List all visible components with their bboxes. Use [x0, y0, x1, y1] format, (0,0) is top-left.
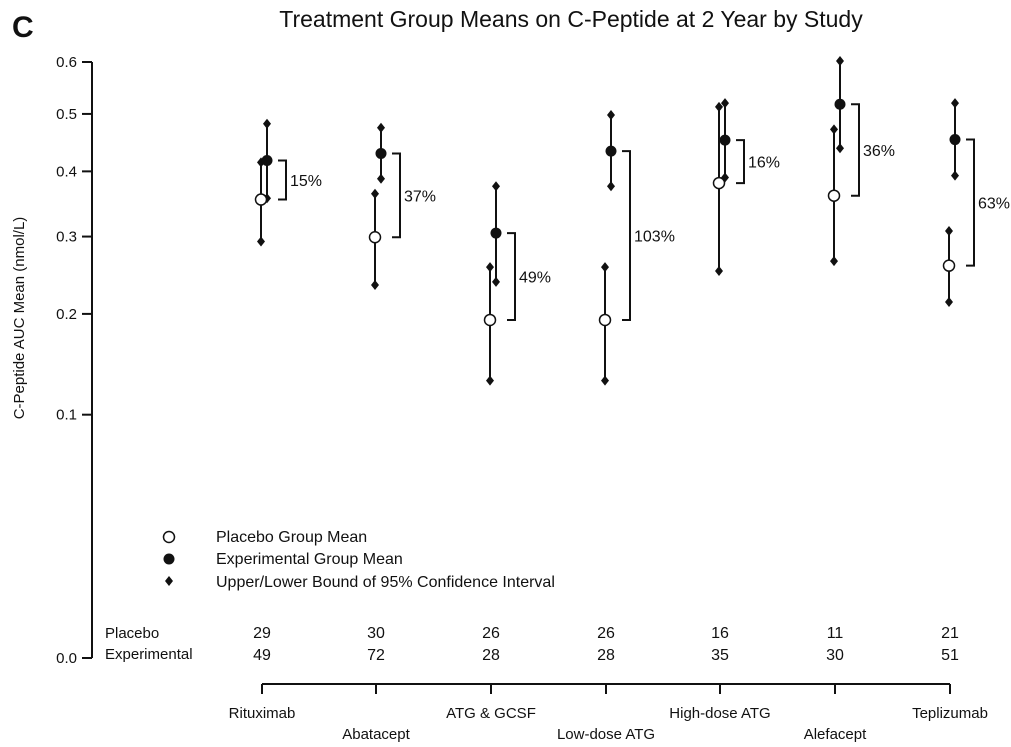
placebo-mean-point — [368, 231, 382, 244]
placebo-ci-upper-marker — [371, 188, 379, 199]
experimental-count: 49 — [253, 647, 271, 664]
percent-difference-label: 103% — [634, 229, 675, 246]
y-tick-label: 0.3 — [56, 229, 77, 246]
placebo-ci-lower-marker — [257, 236, 265, 247]
placebo-ci-upper-marker — [601, 262, 609, 273]
difference-bracket — [622, 150, 631, 321]
experimental-ci-upper-marker — [492, 181, 500, 192]
placebo-mean-point — [483, 313, 497, 327]
y-tick-label: 0.0 — [56, 650, 77, 667]
difference-bracket — [392, 152, 401, 239]
plot-area: 15% 37% 49% 103% 16% 36% 63% — [254, 56, 1010, 386]
x-tick-label: Alefacept — [804, 726, 867, 743]
y-axis: 0.0 0.1 0.2 0.3 0.4 0.5 0.6 — [56, 54, 93, 667]
placebo-ci-lower-marker — [715, 265, 723, 276]
placebo-ci-upper-marker — [715, 101, 723, 112]
percent-difference-label: 16% — [748, 155, 780, 172]
y-tick-label: 0.4 — [56, 163, 77, 180]
legend-placebo-marker — [162, 530, 176, 544]
experimental-mean-point — [490, 227, 502, 239]
experimental-count: 51 — [941, 647, 959, 664]
placebo-count: 30 — [367, 625, 385, 642]
placebo-ci-upper-marker — [830, 124, 838, 135]
x-tick-label: ATG & GCSF — [446, 705, 536, 722]
difference-bracket — [851, 103, 860, 197]
experimental-ci-upper-marker — [607, 110, 615, 121]
percent-difference-label: 36% — [863, 143, 895, 160]
legend-ci-marker — [165, 576, 173, 586]
y-tick-label: 0.1 — [56, 407, 77, 424]
percent-difference-label: 49% — [519, 270, 551, 287]
difference-bracket — [507, 232, 516, 321]
y-axis-label: C-Peptide AUC Mean (nmol/L) — [11, 217, 28, 420]
experimental-mean-point — [605, 145, 617, 157]
percent-difference-label: 15% — [290, 173, 322, 190]
placebo-ci-lower-marker — [601, 375, 609, 386]
placebo-mean-point — [712, 176, 726, 190]
experimental-ci-lower-marker — [836, 143, 844, 154]
panel-label: C — [12, 11, 34, 44]
difference-bracket — [966, 138, 975, 267]
x-tick-label: Abatacept — [342, 726, 410, 743]
placebo-count: 21 — [941, 625, 959, 642]
x-tick-label: Rituximab — [229, 705, 296, 722]
x-tick-label: Low-dose ATG — [557, 726, 655, 743]
experimental-ci-lower-marker — [607, 181, 615, 192]
percent-difference-label: 63% — [978, 196, 1010, 213]
experimental-mean-point — [261, 155, 273, 167]
difference-bracket — [278, 159, 287, 201]
legend-placebo-label: Placebo Group Mean — [216, 529, 367, 546]
placebo-mean-point — [254, 193, 268, 206]
experimental-ci-upper-marker — [836, 56, 844, 67]
experimental-ci-upper-marker — [377, 122, 385, 133]
experimental-count: 28 — [482, 647, 500, 664]
placebo-count: 26 — [482, 625, 500, 642]
experimental-count: 72 — [367, 647, 385, 664]
experimental-ci-upper-marker — [263, 118, 271, 129]
experimental-mean-point — [375, 147, 387, 159]
placebo-ci-lower-marker — [945, 297, 953, 308]
placebo-ci-upper-marker — [486, 262, 494, 273]
y-tick-label: 0.6 — [56, 54, 77, 71]
placebo-ci-lower-marker — [486, 375, 494, 386]
chart-title: Treatment Group Means on C-Peptide at 2 … — [279, 6, 863, 32]
experimental-ci-lower-marker — [951, 170, 959, 181]
experimental-mean-point — [719, 134, 731, 146]
experimental-ci-lower-marker — [377, 173, 385, 184]
experimental-ci-lower-marker — [492, 276, 500, 287]
experimental-count: 28 — [597, 647, 615, 664]
difference-bracket — [736, 139, 745, 185]
counts-placebo-label: Placebo — [105, 625, 159, 642]
placebo-count: 29 — [253, 625, 271, 642]
experimental-mean-point — [949, 134, 961, 146]
legend-ci-label: Upper/Lower Bound of 95% Confidence Inte… — [216, 574, 555, 591]
experimental-count: 35 — [711, 647, 729, 664]
x-tick-label: Teplizumab — [912, 705, 988, 722]
x-tick-label: High-dose ATG — [669, 705, 770, 722]
counts-experimental-label: Experimental — [105, 646, 193, 663]
y-tick-label: 0.5 — [56, 106, 77, 123]
placebo-mean-point — [827, 189, 841, 202]
experimental-ci-upper-marker — [951, 98, 959, 109]
legend-experimental-label: Experimental Group Mean — [216, 551, 403, 568]
placebo-count: 11 — [827, 625, 844, 642]
sample-counts: 29 49 30 72 26 28 26 28 16 35 11 30 21 51 — [253, 625, 959, 664]
percent-difference-label: 37% — [404, 188, 436, 205]
experimental-mean-point — [834, 98, 846, 110]
x-axis: Rituximab Abatacept ATG & GCSF Low-dose ATG… — [229, 684, 988, 743]
y-tick-label: 0.2 — [56, 306, 77, 323]
placebo-ci-lower-marker — [830, 256, 838, 267]
experimental-count: 30 — [826, 647, 844, 664]
placebo-mean-point — [942, 259, 956, 272]
experimental-ci-upper-marker — [721, 98, 729, 109]
placebo-mean-point — [598, 313, 612, 327]
placebo-count: 26 — [597, 625, 615, 642]
placebo-ci-upper-marker — [945, 225, 953, 236]
placebo-ci-lower-marker — [371, 280, 379, 291]
placebo-count: 16 — [711, 625, 729, 642]
legend: Placebo Group Mean Experimental Group Me… — [162, 529, 555, 591]
legend-experimental-marker — [163, 553, 175, 565]
